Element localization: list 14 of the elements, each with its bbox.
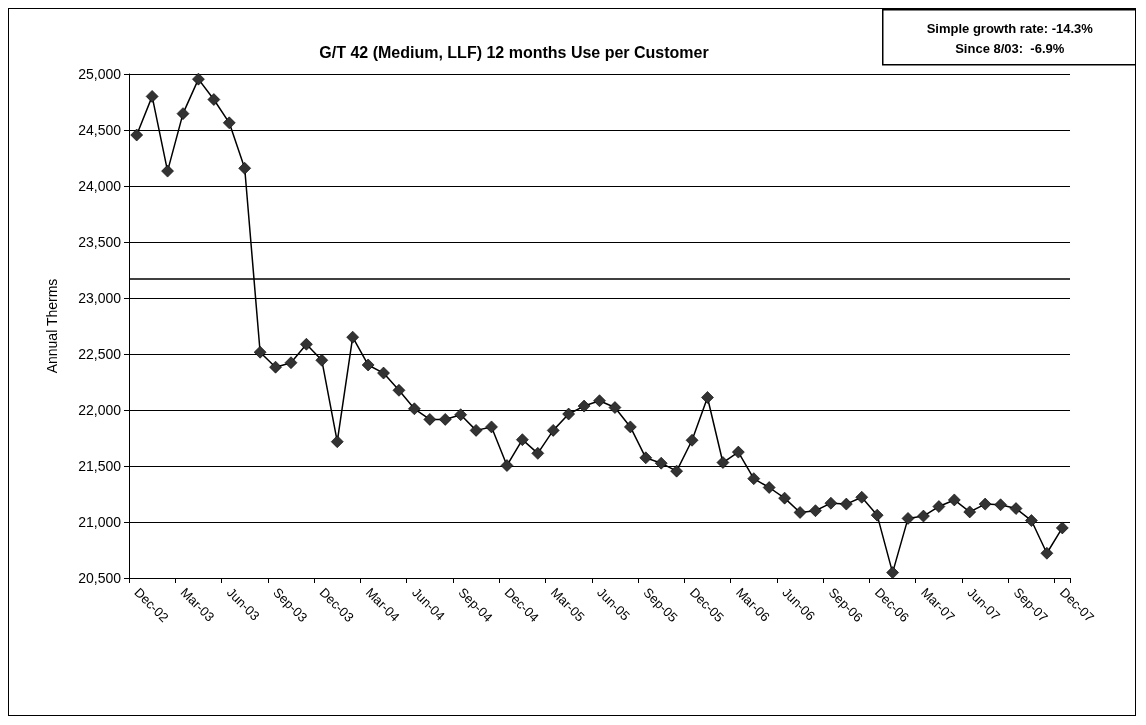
y-tick-label: 23,500: [78, 234, 122, 250]
y-axis-title: Annual Therms: [44, 278, 60, 374]
y-tick-label: 21,500: [78, 458, 122, 474]
y-tick-label: 22,000: [78, 402, 122, 418]
y-tick-label: 24,500: [78, 122, 122, 138]
text: Simple growth rate: -14.3%: [926, 20, 1094, 36]
y-tick-label: 24,000: [78, 178, 122, 194]
y-tick-label: 22,500: [78, 346, 122, 362]
y-tick-label: 20,500: [78, 570, 122, 586]
text: Since 8/03: -6.9%: [955, 40, 1065, 56]
y-tick-label: 25,000: [78, 66, 122, 82]
chart-title: G/T 42 (Medium, LLF) 12 months Use per Customer: [319, 43, 709, 61]
y-tick-label: 23,000: [78, 290, 122, 306]
y-tick-label: 21,000: [78, 514, 122, 530]
